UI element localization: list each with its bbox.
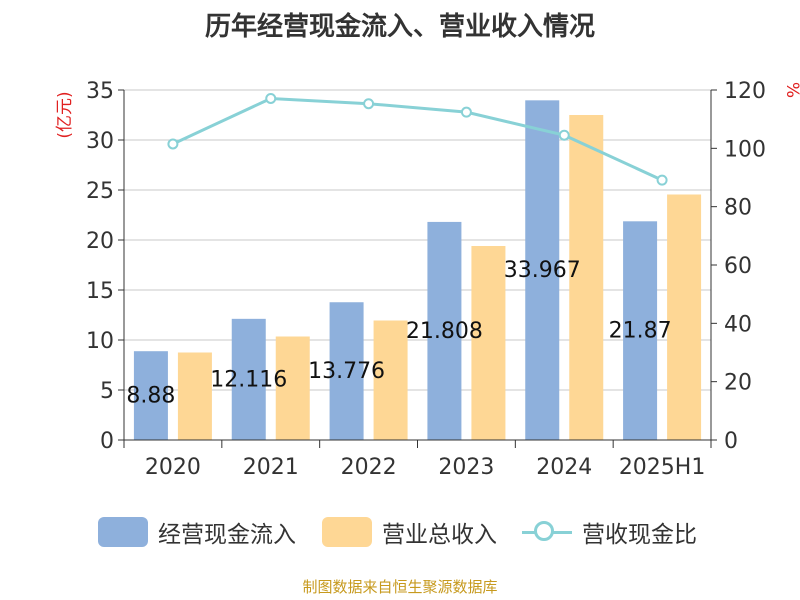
x-tick-label: 2024 (536, 455, 592, 480)
data-label: 21.87 (609, 319, 672, 344)
line-series (167, 92, 668, 186)
legend-item-revenue[interactable]: 营业总收入 (322, 512, 497, 552)
line-cash-ratio (172, 96, 663, 182)
gridlines (124, 89, 711, 391)
y-left-tick-label: 25 (86, 179, 114, 204)
data-label: 13.776 (308, 359, 385, 384)
bar-cash-inflow (133, 351, 168, 440)
legend-swatch-cash-inflow (98, 517, 148, 547)
y-right-tick-label: 100 (724, 137, 766, 162)
chart-title: 历年经营现金流入、营业收入情况 (204, 12, 595, 42)
legend-item-cash-ratio[interactable]: 营收现金比 (522, 512, 697, 552)
bar-series (133, 100, 702, 440)
bar-revenue (275, 336, 310, 440)
legend-label-cash-inflow: 经营现金流入 (158, 522, 296, 548)
bar-cash-inflow (427, 221, 462, 440)
data-labels: 8.88 12.116 13.776 21.808 33.967 21.87 (126, 258, 671, 408)
line-point (167, 138, 179, 150)
y-right-axis-label: % (782, 82, 800, 98)
legend: 经营现金流入 营业总收入 营收现金比 (0, 512, 800, 552)
line-point (363, 98, 375, 110)
legend-label-revenue: 营业总收入 (382, 522, 497, 548)
axes: 0 5 10 15 20 25 30 35 0 20 40 60 80 100 120 (亿元)% 2020 20… (55, 79, 800, 480)
x-tick-label: 2025H1 (619, 455, 706, 480)
legend-label-cash-ratio: 营收现金比 (582, 522, 697, 548)
bar-cash-inflow (231, 318, 266, 440)
data-label: 8.88 (126, 384, 175, 409)
line-point (656, 174, 668, 186)
x-tick-label: 2022 (341, 455, 397, 480)
data-label: 21.808 (406, 319, 483, 344)
legend-swatch-revenue (322, 517, 372, 547)
data-label: 33.967 (504, 258, 581, 283)
x-tick-label: 2023 (438, 455, 494, 480)
bar-revenue (373, 320, 408, 440)
y-right-tick-label: 60 (724, 254, 752, 279)
y-left-axis-label: (亿元) (55, 91, 75, 138)
y-left-tick-label: 20 (86, 229, 114, 254)
y-left-tick-label: 5 (100, 379, 114, 404)
legend-line-marker-icon (522, 517, 572, 547)
y-left-tick-label: 30 (86, 129, 114, 154)
bar-cash-inflow (329, 302, 364, 440)
bar-revenue (177, 352, 212, 440)
source-note: 制图数据来自恒生聚源数据库 (302, 578, 498, 596)
y-left-tick-label: 0 (100, 429, 114, 454)
legend-item-cash-inflow[interactable]: 经营现金流入 (98, 512, 296, 552)
bar-revenue (667, 194, 702, 440)
bar-cash-inflow (525, 100, 560, 440)
x-tick-label: 2021 (243, 455, 299, 480)
y-left-tick-label: 15 (86, 279, 114, 304)
y-right-tick-label: 80 (724, 196, 752, 221)
line-point (558, 129, 570, 141)
line-point (265, 92, 277, 104)
bar-cash-inflow (623, 221, 658, 440)
x-tick-label: 2020 (145, 455, 201, 480)
data-label: 12.116 (210, 367, 287, 392)
y-right-tick-label: 120 (724, 79, 766, 104)
y-left-tick-label: 35 (86, 79, 114, 104)
bar-revenue (471, 246, 506, 440)
line-point (460, 106, 472, 118)
y-right-tick-label: 0 (724, 429, 738, 454)
y-right-tick-label: 20 (724, 371, 752, 396)
y-left-tick-label: 10 (86, 329, 114, 354)
bar-revenue (569, 115, 604, 440)
y-right-tick-label: 40 (724, 312, 752, 337)
